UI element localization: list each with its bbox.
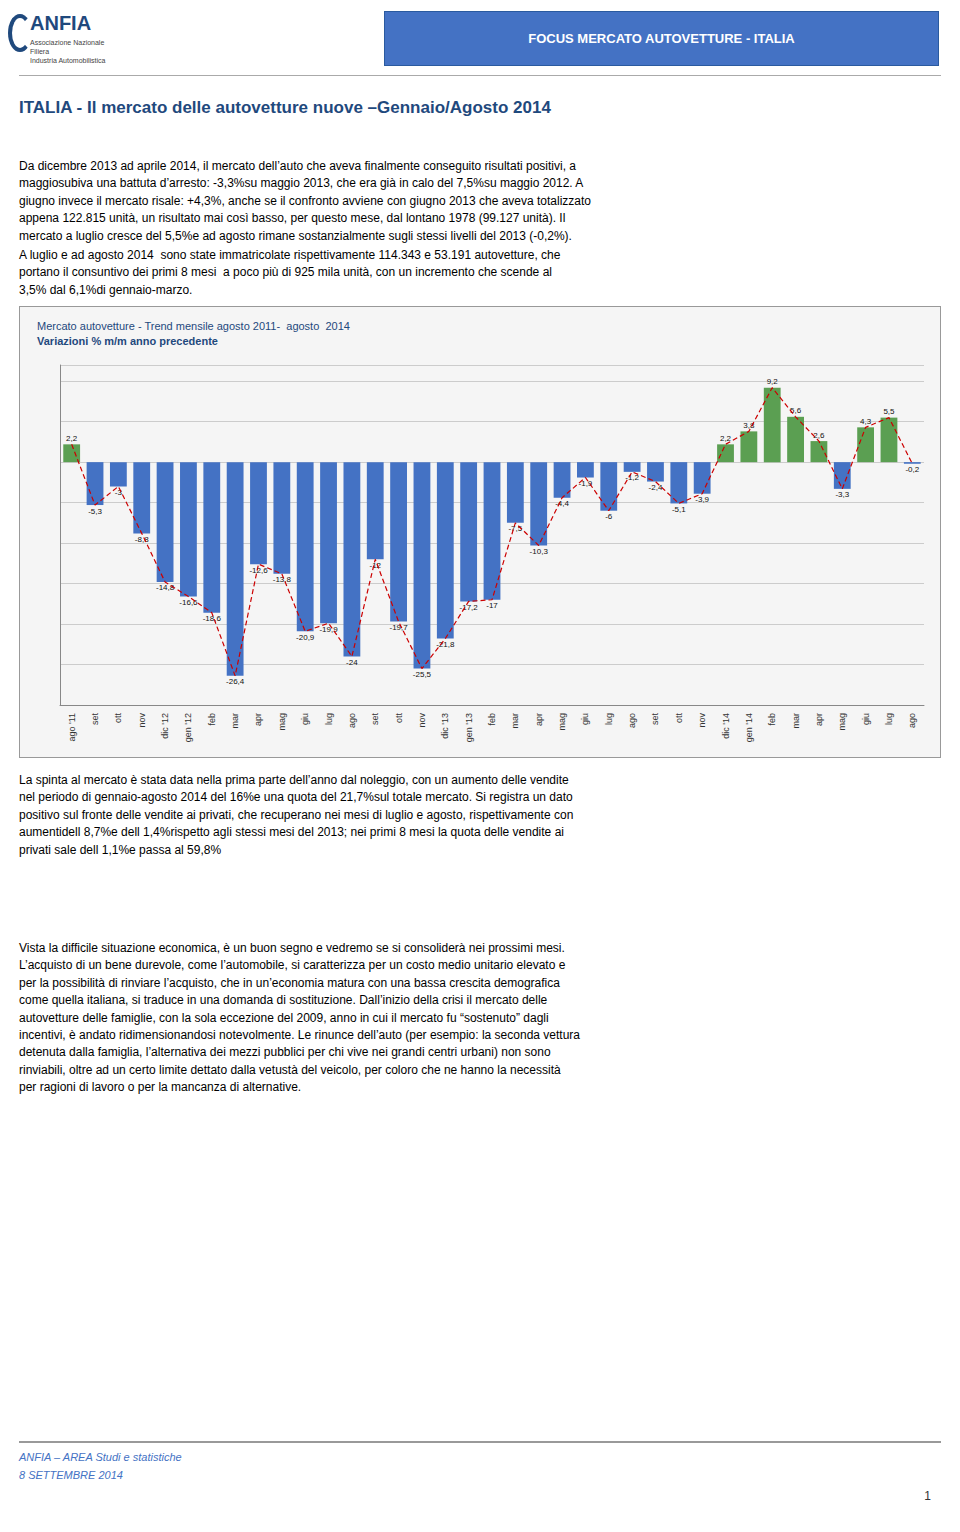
svg-text:-21,8: -21,8	[436, 640, 455, 649]
svg-text:2,2: 2,2	[66, 434, 78, 443]
svg-text:feb: feb	[767, 713, 777, 726]
html-text:1: 1	[924, 1489, 931, 1503]
svg-text:nov: nov	[697, 713, 707, 728]
svg-text:lug: lug	[324, 713, 334, 725]
svg-text:lug: lug	[884, 713, 894, 725]
svg-text:-26,4: -26,4	[226, 677, 245, 686]
svg-text:-3,9: -3,9	[695, 495, 709, 504]
svg-text:apr: apr	[534, 713, 544, 726]
svg-text:-16,6: -16,6	[179, 598, 198, 607]
svg-text:ago '11: ago '11	[67, 713, 77, 742]
svg-text:-7,5: -7,5	[508, 524, 522, 533]
svg-text:mar: mar	[791, 713, 801, 729]
svg-text:-1,9: -1,9	[579, 479, 593, 488]
svg-text:Mercato autovetture - Trend me: Mercato autovetture - Trend mensile agos…	[37, 320, 350, 332]
svg-text:-1,2: -1,2	[625, 473, 639, 482]
svg-text:dic '13: dic '13	[440, 713, 450, 739]
svg-text:-12,6: -12,6	[249, 566, 268, 575]
svg-text:4,3: 4,3	[860, 417, 872, 426]
svg-text:Variazioni % m/m anno preceden: Variazioni % m/m anno precedente	[37, 335, 218, 347]
html-text:Da dicembre 2013 ad aprile 201: Da dicembre 2013 ad aprile 2014, il merc…	[19, 159, 591, 243]
html-text:La spinta al mercato è stata d: La spinta al mercato è stata data nella …	[19, 773, 574, 857]
svg-text:ago: ago	[907, 713, 917, 728]
html-text:ANFIA – AREA Studi e statistic: ANFIA – AREA Studi e statistiche	[19, 1451, 182, 1463]
svg-text:mag: mag	[837, 713, 847, 731]
html-text:FOCUS MERCATO AUTOVETTURE - IT: FOCUS MERCATO AUTOVETTURE - ITALIA	[528, 31, 795, 46]
html-text:8 SETTEMBRE 2014: 8 SETTEMBRE 2014	[19, 1469, 123, 1481]
svg-text:giu: giu	[300, 713, 310, 725]
svg-text:ott: ott	[674, 713, 684, 724]
html-text:Associazione Nazionale Filiera: Associazione Nazionale Filiera Industria…	[30, 39, 106, 65]
svg-text:ago: ago	[347, 713, 357, 728]
svg-text:mag: mag	[557, 713, 567, 731]
svg-text:nov: nov	[417, 713, 427, 728]
svg-text:mar: mar	[510, 713, 520, 729]
svg-text:3,8: 3,8	[743, 420, 755, 430]
svg-text:ago: ago	[627, 713, 637, 728]
svg-text:lug: lug	[604, 713, 614, 725]
svg-text:-3,3: -3,3	[835, 490, 849, 499]
html-text:ANFIA: ANFIA	[30, 12, 92, 34]
svg-text:2,2: 2,2	[720, 433, 732, 443]
svg-text:nov: nov	[137, 713, 147, 728]
svg-text:set: set	[370, 713, 380, 726]
svg-text:-17: -17	[486, 601, 498, 610]
html-text:A luglio e ad agosto 2014 sono: A luglio e ad agosto 2014 sono state imm…	[19, 248, 561, 297]
svg-text:set: set	[90, 713, 100, 726]
svg-text:-8,8: -8,8	[135, 535, 149, 544]
svg-text:-25,5: -25,5	[413, 670, 432, 679]
svg-text:-19,7: -19,7	[389, 623, 408, 632]
svg-text:apr: apr	[253, 713, 263, 726]
svg-text:gen '12: gen '12	[183, 713, 193, 742]
svg-text:-24: -24	[346, 658, 358, 667]
svg-text:gen '13: gen '13	[464, 713, 474, 742]
svg-text:set: set	[650, 713, 660, 726]
svg-text:-2,4: -2,4	[649, 483, 663, 492]
svg-text:giu: giu	[861, 713, 871, 725]
svg-text:gen '14: gen '14	[744, 713, 754, 742]
svg-text:-14,8: -14,8	[156, 583, 175, 592]
html-text:ITALIA - Il mercato delle auto: ITALIA - Il mercato delle autovetture nu…	[19, 98, 551, 117]
svg-text:feb: feb	[207, 713, 217, 726]
svg-text:-4,4: -4,4	[555, 499, 569, 508]
svg-text:ott: ott	[113, 713, 123, 724]
svg-text:5,5: 5,5	[883, 407, 895, 416]
svg-text:ott: ott	[394, 713, 404, 724]
html-text:Vista la difficile situazione: Vista la difficile situazione economica,…	[19, 941, 580, 1095]
svg-text:-17,2: -17,2	[459, 602, 478, 612]
svg-text:-5,3: -5,3	[88, 507, 102, 516]
svg-text:-10,3: -10,3	[530, 547, 549, 556]
svg-text:-5,1: -5,1	[672, 505, 686, 514]
svg-text:9,2: 9,2	[767, 377, 779, 386]
svg-text:dic '12: dic '12	[160, 713, 170, 739]
svg-text:apr: apr	[814, 713, 824, 726]
svg-text:-18,6: -18,6	[203, 614, 222, 623]
svg-text:-20,9: -20,9	[296, 633, 315, 642]
svg-text:mag: mag	[277, 713, 287, 731]
svg-text:-13,8: -13,8	[273, 575, 292, 584]
svg-text:-12: -12	[369, 561, 381, 570]
svg-text:2,6: 2,6	[813, 431, 825, 440]
svg-text:mar: mar	[230, 713, 240, 729]
svg-text:feb: feb	[487, 713, 497, 726]
svg-text:-3: -3	[115, 488, 123, 497]
svg-text:giu: giu	[580, 713, 590, 725]
svg-text:-19,9: -19,9	[319, 624, 338, 634]
svg-text:-6: -6	[605, 512, 613, 521]
svg-text:-0,2: -0,2	[905, 465, 919, 474]
svg-text:5,6: 5,6	[790, 406, 802, 415]
svg-text:dic '14: dic '14	[721, 713, 731, 739]
